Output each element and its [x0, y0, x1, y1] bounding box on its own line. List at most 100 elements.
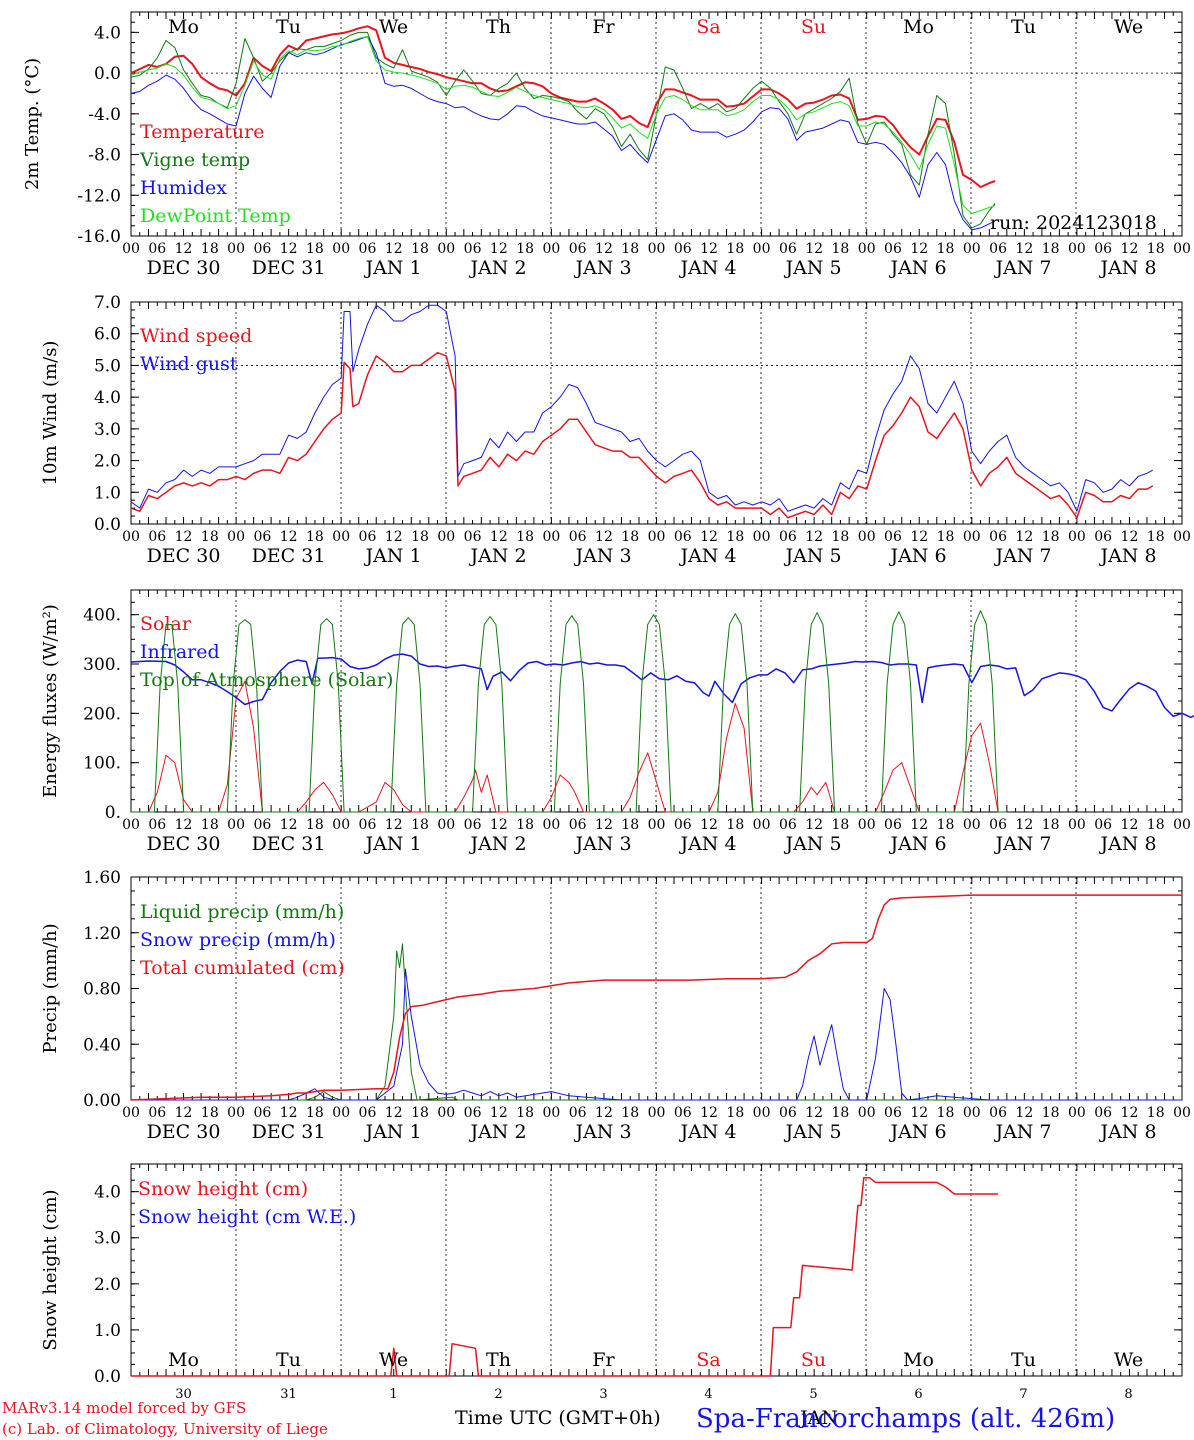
date-label: DEC 30: [147, 1121, 221, 1143]
date-label: JAN 3: [573, 833, 631, 855]
hour-label: 00: [437, 1105, 455, 1121]
hour-label: 06: [1094, 529, 1112, 545]
time-axis-label: Time UTC (GMT+0h): [455, 1407, 661, 1429]
hour-label: 00: [437, 817, 455, 833]
hour-label: 18: [306, 529, 324, 545]
hour-label: 18: [726, 241, 744, 257]
hour-label: 00: [963, 817, 981, 833]
y-tick-label: 5.0: [94, 356, 121, 376]
y-tick-label: 1.0: [94, 1321, 121, 1341]
day-number-label: 5: [809, 1387, 817, 1402]
series-line-snow-precip-mm-h-: [131, 968, 1182, 1101]
y-tick-label: -16.0: [77, 227, 121, 247]
hour-label: 00: [332, 1105, 350, 1121]
hour-label: 18: [1147, 529, 1165, 545]
hour-label: 18: [516, 1105, 534, 1121]
hour-label: 00: [1173, 529, 1191, 545]
hour-label: 18: [201, 529, 219, 545]
hour-label: 06: [989, 241, 1007, 257]
date-label: JAN 5: [783, 833, 841, 855]
hour-label: 12: [175, 817, 193, 833]
y-axis-label: Energy fluxes (W/m²): [40, 604, 61, 798]
hour-label: 06: [779, 241, 797, 257]
hour-label: 12: [805, 241, 823, 257]
hour-label: 18: [1042, 529, 1060, 545]
hour-label: 06: [779, 1105, 797, 1121]
hour-label: 18: [1042, 817, 1060, 833]
y-tick-label: 4.0: [94, 1183, 121, 1203]
hour-label: 12: [1015, 529, 1033, 545]
hour-label: 12: [700, 817, 718, 833]
hour-label: 00: [227, 529, 245, 545]
weekday-label: Sa: [696, 16, 720, 38]
series-line-snow-height-cm-: [131, 1177, 999, 1377]
hour-label: 18: [516, 817, 534, 833]
hour-label: 18: [1042, 1105, 1060, 1121]
y-tick-label: 0.: [105, 803, 121, 823]
hour-label: 12: [1015, 241, 1033, 257]
hour-label: 00: [122, 529, 140, 545]
date-label: JAN 1: [363, 545, 421, 567]
hour-label: 18: [726, 529, 744, 545]
hour-label: 18: [306, 1105, 324, 1121]
hour-label: 12: [490, 1105, 508, 1121]
date-label: DEC 31: [252, 257, 326, 279]
y-tick-label: 0.0: [94, 1367, 121, 1387]
date-label: JAN 2: [468, 257, 526, 279]
date-label: JAN 1: [363, 257, 421, 279]
weekday-label: Sa: [696, 1349, 720, 1371]
hour-label: 18: [516, 529, 534, 545]
date-label: JAN 6: [888, 1121, 946, 1143]
panel-energy: 400. 300. 200. 100. 0. Energy fluxes (W/m²) So…: [40, 589, 1194, 855]
date-label: JAN 8: [1098, 545, 1156, 567]
hour-label: 12: [1015, 1105, 1033, 1121]
date-label: JAN 4: [678, 257, 736, 279]
hour-label: 06: [464, 529, 482, 545]
hour-label: 12: [385, 241, 403, 257]
hour-label: 00: [1068, 1105, 1086, 1121]
hour-label: 00: [648, 241, 666, 257]
hour-label: 00: [1173, 241, 1191, 257]
date-label: DEC 31: [252, 1121, 326, 1143]
hour-label: 18: [1042, 241, 1060, 257]
hour-label: 18: [516, 241, 534, 257]
hour-label: 00: [858, 529, 876, 545]
hour-label: 18: [832, 1105, 850, 1121]
date-label: JAN 2: [468, 1121, 526, 1143]
day-number-label: 6: [914, 1387, 922, 1402]
hour-label: 12: [910, 817, 928, 833]
weekday-label: We: [1114, 16, 1143, 38]
hour-label: 06: [148, 241, 166, 257]
hour-label: 06: [253, 241, 271, 257]
hour-label: 00: [1068, 241, 1086, 257]
series-line-top-of-atmosphere-solar-: [131, 610, 1007, 813]
hour-label: 06: [779, 817, 797, 833]
panel-wind: 7.0 6.0 5.0 4.0 3.0 2.0 1.0 0.0 10m Wind (m/s) Wi…: [40, 293, 1191, 567]
hour-label: 00: [227, 817, 245, 833]
hour-label: 00: [227, 241, 245, 257]
y-tick-label: 0.0: [94, 515, 121, 535]
weekday-label: Tu: [1011, 1349, 1036, 1371]
hour-label: 12: [280, 1105, 298, 1121]
date-label: JAN 5: [783, 1121, 841, 1143]
hour-label: 06: [884, 529, 902, 545]
hour-label: 18: [621, 529, 639, 545]
hour-label: 06: [359, 1105, 377, 1121]
hour-label: 18: [1147, 241, 1165, 257]
date-label: JAN 4: [678, 833, 736, 855]
hour-label: 06: [1094, 241, 1112, 257]
y-tick-label: 1.60: [83, 868, 121, 888]
date-label: JAN 5: [783, 257, 841, 279]
date-label: JAN 3: [573, 257, 631, 279]
hour-label: 18: [726, 817, 744, 833]
panel-snow: 4.0 3.0 2.0 1.0 0.0 Snow height (cm) Snow heig…: [40, 1163, 1183, 1402]
hour-label: 12: [595, 1105, 613, 1121]
hour-label: 12: [1121, 529, 1139, 545]
hour-label: 06: [359, 817, 377, 833]
hour-label: 18: [201, 817, 219, 833]
hour-label: 00: [542, 241, 560, 257]
date-label: JAN 3: [573, 545, 631, 567]
hour-label: 00: [648, 1105, 666, 1121]
hour-label: 00: [437, 529, 455, 545]
hour-label: 00: [1068, 817, 1086, 833]
